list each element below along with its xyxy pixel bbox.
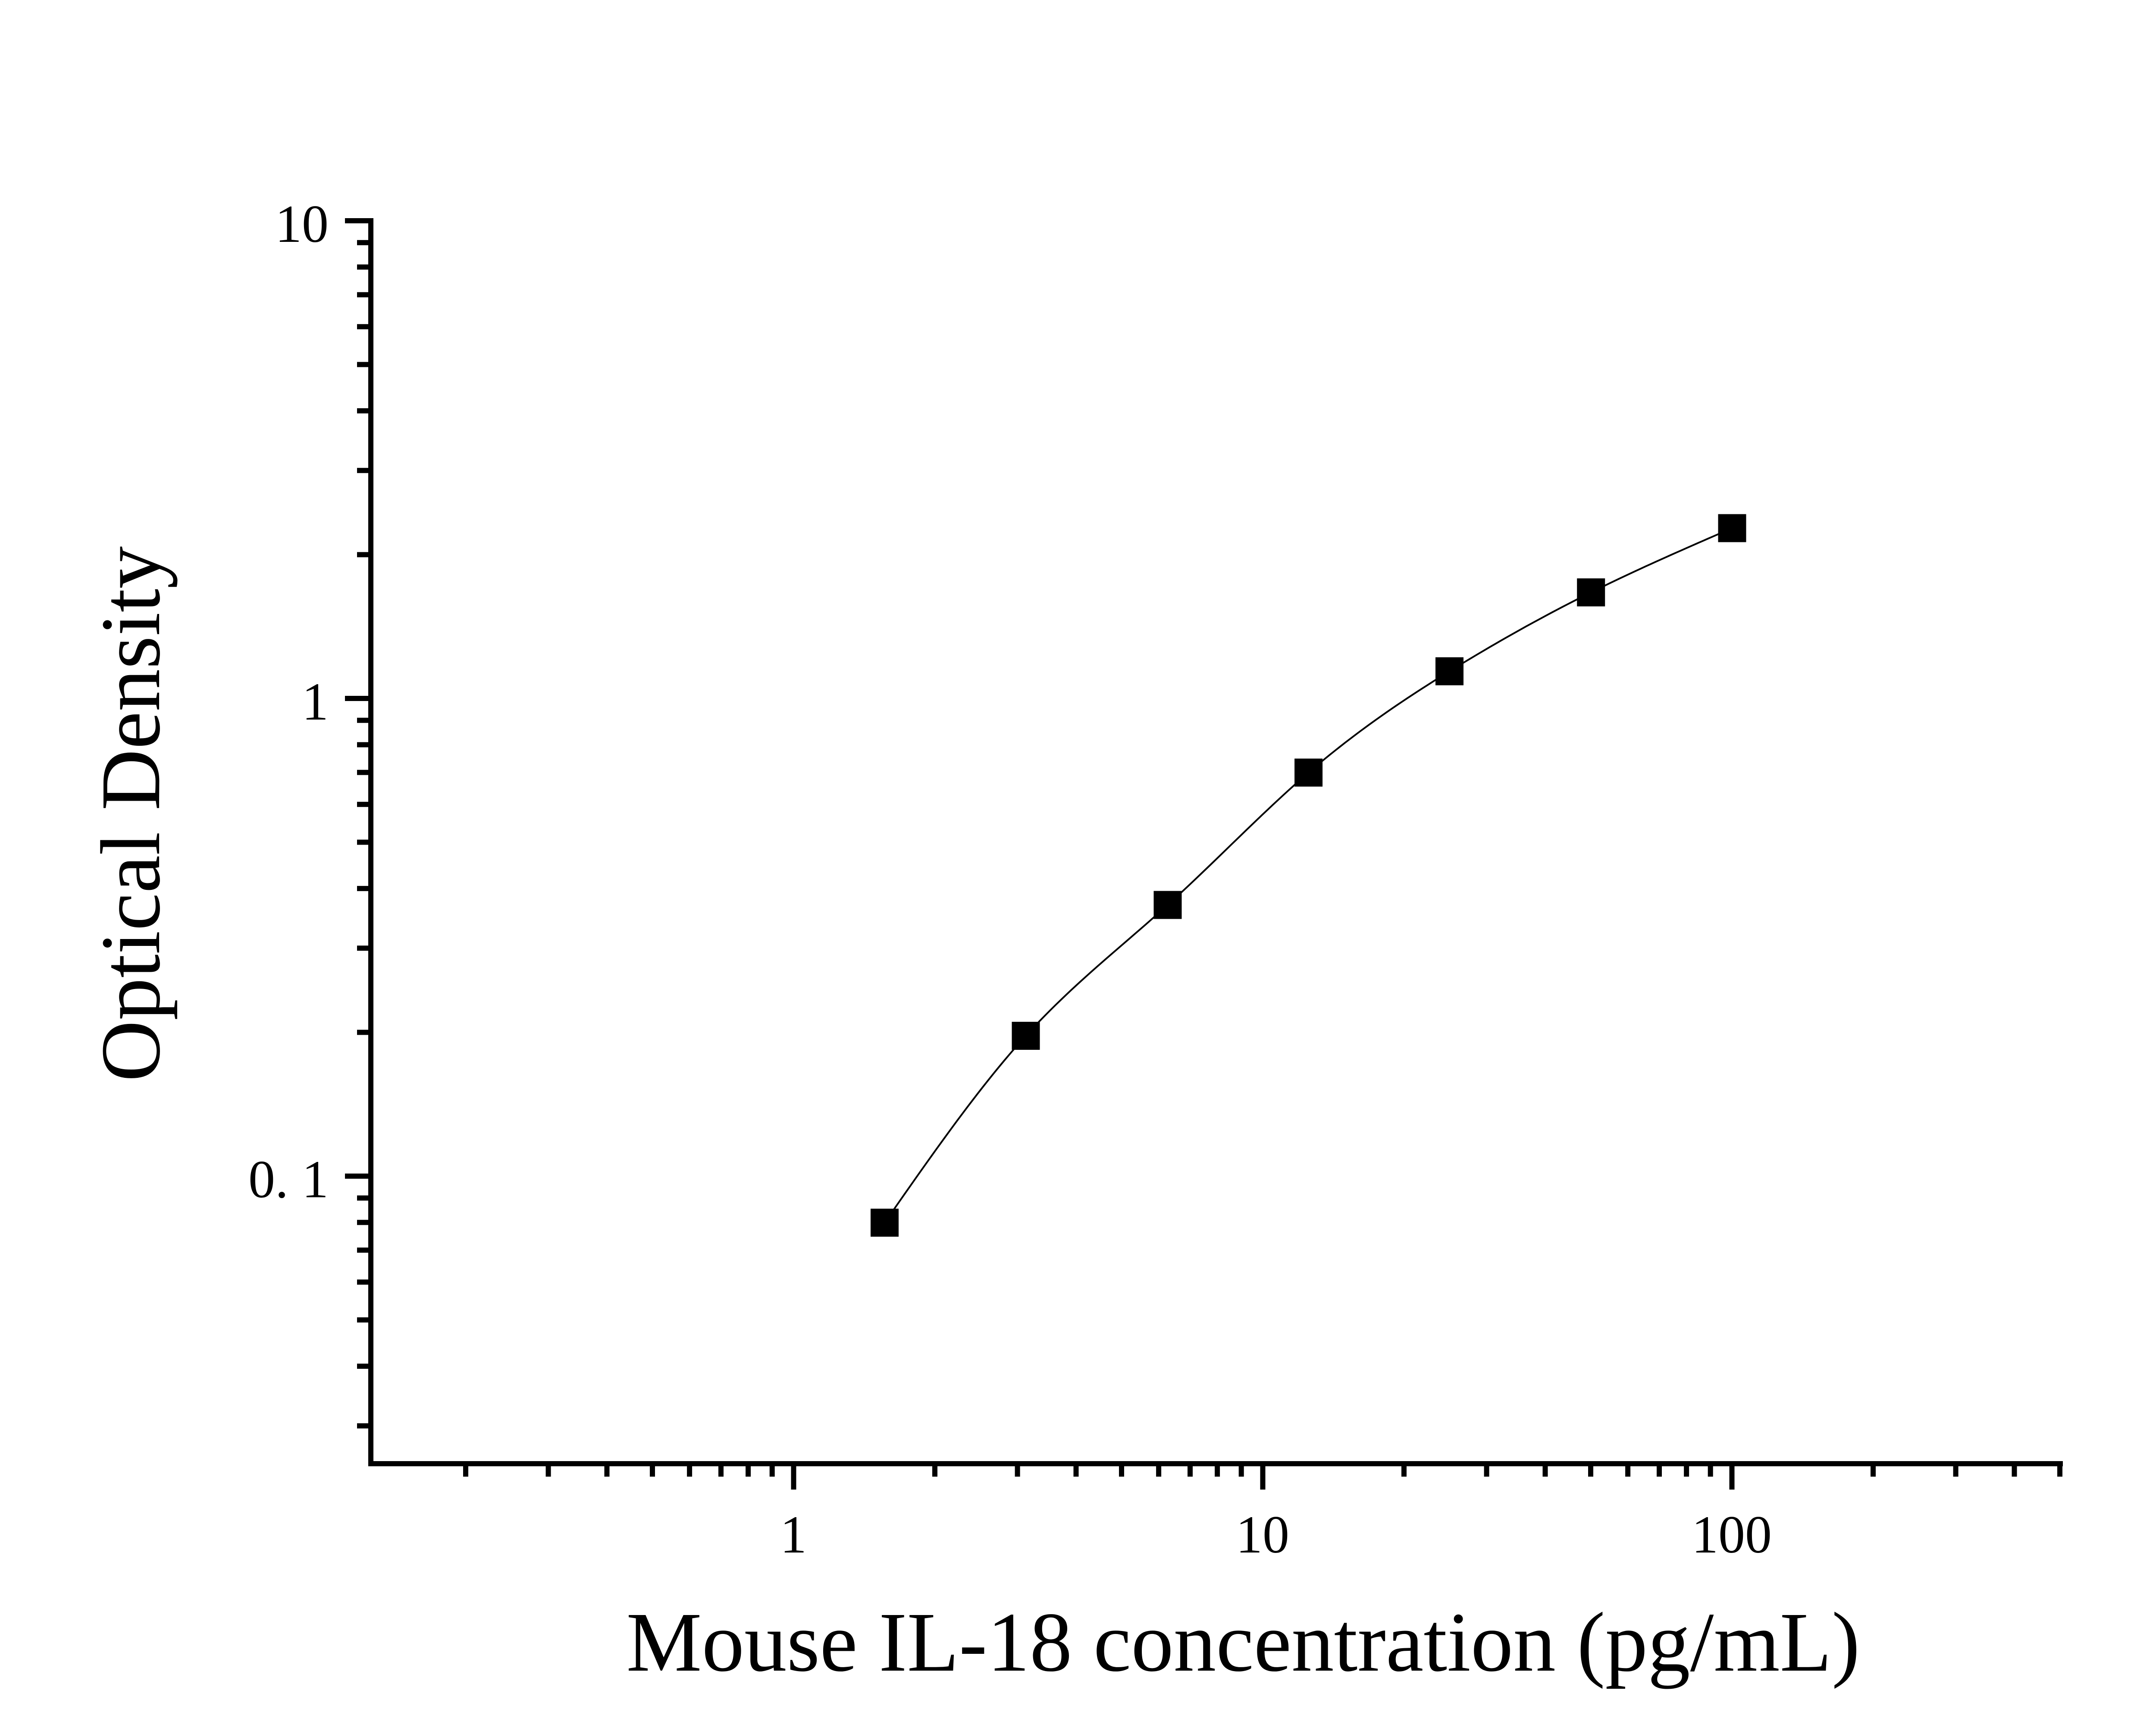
svg-text:1: 1	[302, 672, 329, 731]
svg-text:10: 10	[275, 194, 329, 254]
svg-text:Mouse IL-18 concentration (pg/: Mouse IL-18 concentration (pg/mL)	[626, 1595, 1860, 1689]
svg-text:Optical Density: Optical Density	[83, 546, 178, 1082]
svg-text:10: 10	[1236, 1505, 1289, 1564]
svg-text:100: 100	[1692, 1505, 1772, 1564]
svg-text:1: 1	[780, 1505, 807, 1564]
svg-text:0. 1: 0. 1	[248, 1150, 329, 1209]
